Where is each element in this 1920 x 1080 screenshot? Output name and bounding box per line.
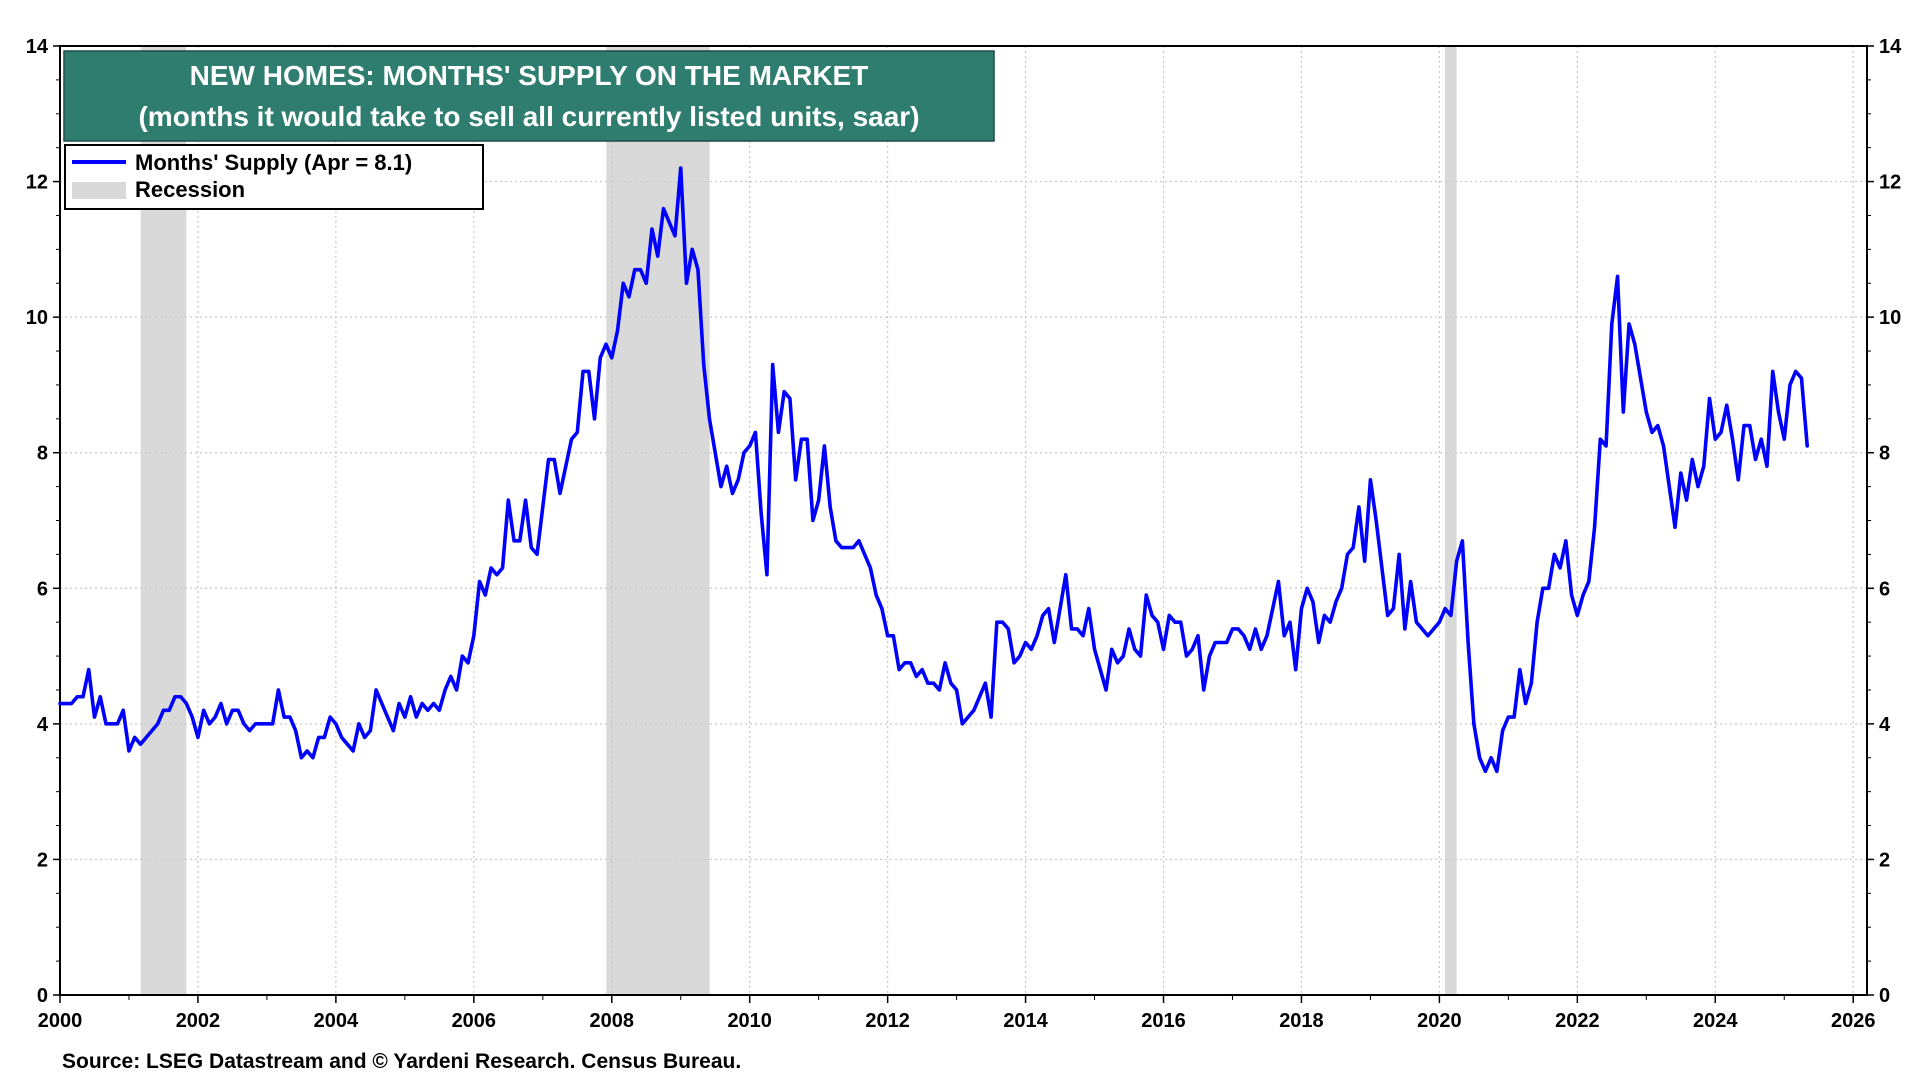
legend-series-label: Months' Supply (Apr = 8.1)	[135, 150, 412, 175]
y-tick-label-right: 4	[1879, 714, 1891, 736]
x-tick-label: 2020	[1417, 1010, 1462, 1032]
y-tick-label-left: 4	[37, 714, 49, 736]
y-tick-label-right: 0	[1879, 985, 1890, 1007]
series-line-1	[58, 166, 1810, 774]
recession-band-3	[1444, 46, 1457, 995]
chart-title: NEW HOMES: MONTHS' SUPPLY ON THE MARKET	[190, 60, 869, 91]
legend-recession-swatch	[72, 182, 126, 199]
series-line-layer	[58, 166, 1810, 774]
source-note: Source: LSEG Datastream and © Yardeni Re…	[62, 1050, 742, 1073]
x-tick-label: 2010	[727, 1010, 772, 1032]
x-tick-label: 2024	[1693, 1010, 1738, 1032]
x-tick-label: 2018	[1279, 1010, 1324, 1032]
y-tick-label-left: 14	[26, 36, 49, 58]
y-tick-label-left: 8	[37, 443, 48, 465]
y-tick-label-right: 12	[1879, 172, 1901, 194]
x-tick-label: 2008	[590, 1010, 635, 1032]
y-tick-label-left: 0	[37, 985, 48, 1007]
y-tick-label-right: 10	[1879, 307, 1901, 329]
x-tick-label: 2000	[38, 1010, 83, 1032]
x-tick-label: 2012	[865, 1010, 910, 1032]
chart-subtitle: (months it would take to sell all curren…	[138, 101, 919, 132]
y-tick-label-left: 12	[26, 172, 48, 194]
legend-box: Months' Supply (Apr = 8.1) Recession	[64, 144, 484, 210]
x-tick-label: 2022	[1555, 1010, 1600, 1032]
recession-band-2	[606, 46, 710, 995]
y-tick-label-left: 10	[26, 307, 48, 329]
y-tick-label-right: 2	[1879, 849, 1890, 871]
x-tick-label: 2016	[1141, 1010, 1186, 1032]
y-tick-label-left: 2	[37, 849, 48, 871]
y-tick-label-left: 6	[37, 578, 48, 600]
title-box: NEW HOMES: MONTHS' SUPPLY ON THE MARKET …	[63, 50, 995, 142]
y-tick-label-right: 14	[1879, 36, 1902, 58]
axis-ticks: 0 0 2 2 4 4 6 6 8 8 10 10 12 12 14 14 2000 2002 2004 2006 20…	[26, 36, 1902, 1032]
legend-recession-label: Recession	[135, 177, 245, 202]
x-tick-label: 2026	[1831, 1010, 1876, 1032]
x-tick-label: 2014	[1003, 1010, 1048, 1032]
y-tick-label-right: 8	[1879, 443, 1890, 465]
x-tick-label: 2002	[176, 1010, 221, 1032]
x-tick-label: 2006	[452, 1010, 497, 1032]
y-tick-label-right: 6	[1879, 578, 1890, 600]
x-tick-label: 2004	[314, 1010, 359, 1032]
